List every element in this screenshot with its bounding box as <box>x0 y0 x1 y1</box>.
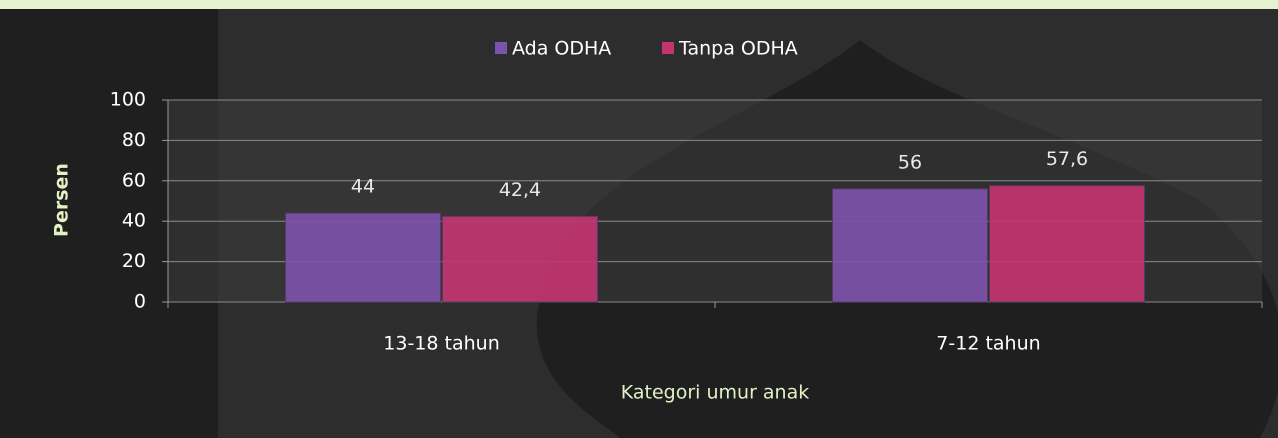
data-label: 56 <box>898 151 922 173</box>
data-label: 42,4 <box>499 179 541 201</box>
legend-swatch <box>495 42 507 54</box>
legend-label: Tanpa ODHA <box>678 38 798 60</box>
x-axis-title: Kategori umur anak <box>621 382 810 404</box>
top-strip <box>0 0 1278 9</box>
bar <box>442 215 598 303</box>
y-tick-label: 40 <box>122 210 146 232</box>
legend-label: Ada ODHA <box>512 38 611 60</box>
y-tick-label: 0 <box>134 291 146 313</box>
data-label: 57,6 <box>1046 148 1088 170</box>
data-label: 44 <box>351 176 375 198</box>
x-tick-label: 7-12 tahun <box>936 333 1040 355</box>
x-tick-label: 13-18 tahun <box>383 333 499 355</box>
y-tick-label: 80 <box>122 129 146 151</box>
y-tick-label: 20 <box>122 250 146 272</box>
y-tick-label: 100 <box>110 89 146 111</box>
y-axis-title: Persen <box>51 163 73 237</box>
bar <box>989 185 1145 303</box>
bar <box>285 212 441 303</box>
y-tick-label: 60 <box>122 169 146 191</box>
bar <box>832 188 988 303</box>
legend-swatch <box>662 42 674 54</box>
